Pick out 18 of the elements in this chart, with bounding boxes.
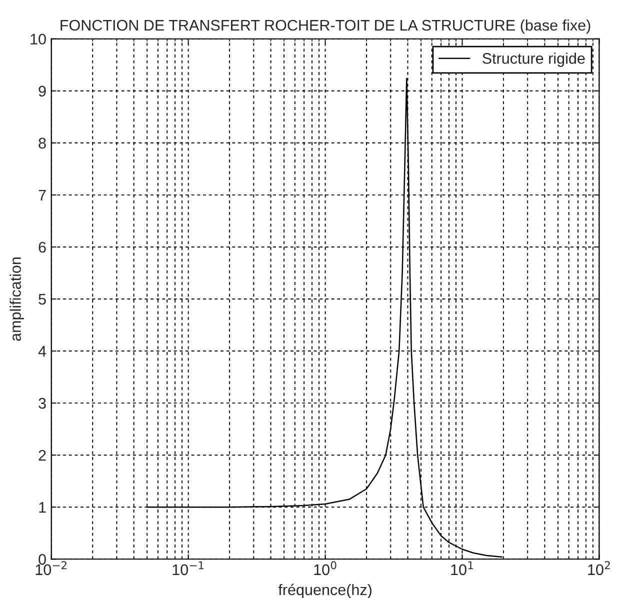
y-tick-label: 7: [38, 190, 46, 200]
y-tick-label: 3: [38, 398, 46, 409]
y-axis-title: amplification: [10, 258, 24, 341]
x-tick-label: 10$^{0}$: [314, 561, 336, 576]
x-tick-label: 10$^{−1}$: [172, 561, 204, 576]
y-tick-label: 8: [38, 138, 46, 149]
y-tick-label: 1: [39, 502, 46, 513]
y-tick-label: 2: [38, 450, 46, 461]
x-tick-label: 10$^{2}$: [588, 561, 610, 576]
y-tick-label: 4: [38, 346, 46, 357]
legend-label: Structure rigide: [482, 52, 585, 67]
x-axis-title: fréquence(hz): [278, 584, 372, 598]
y-tick-label: 6: [38, 242, 46, 253]
y-tick-label: 5: [38, 294, 46, 305]
x-tick-label: 10$^{1}$: [451, 561, 473, 576]
chart-title: FONCTION DE TRANSFERT ROCHER-TOIT DE LA STRUCTURE (base fixe): [60, 19, 590, 34]
y-tick-label: 9: [38, 86, 46, 97]
y-tick-label: 10: [30, 34, 46, 45]
